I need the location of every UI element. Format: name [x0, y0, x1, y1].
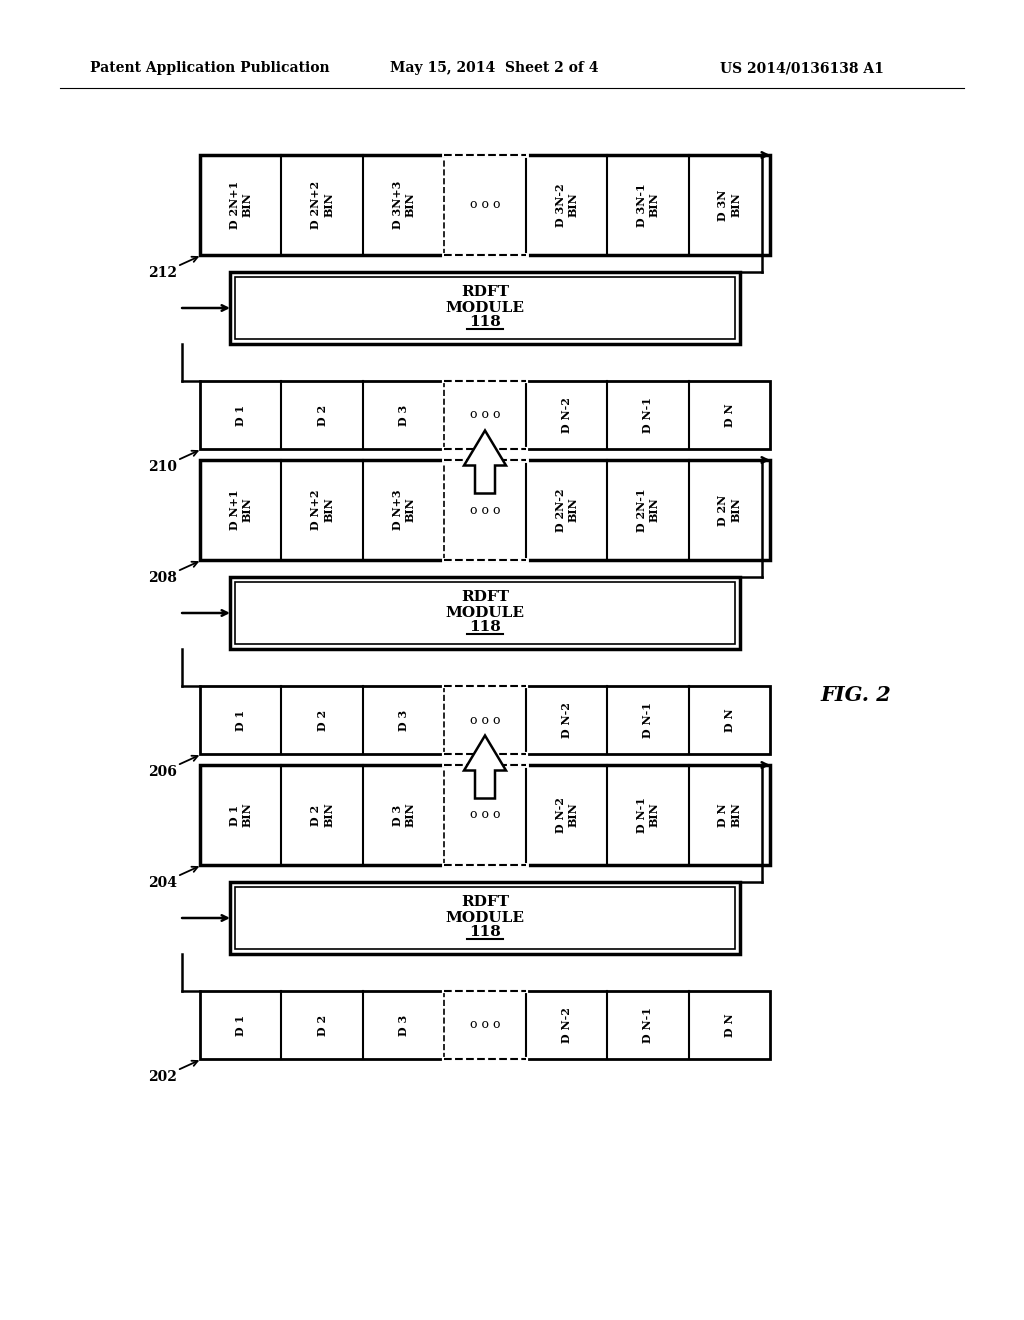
Text: Patent Application Publication: Patent Application Publication [90, 61, 330, 75]
Bar [200, 766, 770, 865]
Text: D N: D N [724, 403, 735, 426]
Bar [200, 686, 770, 754]
Text: D N-2: D N-2 [561, 702, 572, 738]
Text: D N-1: D N-1 [642, 702, 653, 738]
Text: D 3
BIN: D 3 BIN [391, 803, 416, 828]
Text: D N-2: D N-2 [561, 1007, 572, 1043]
Text: o o o: o o o [470, 198, 501, 211]
Bar [200, 991, 770, 1059]
Text: D 2: D 2 [316, 1015, 328, 1036]
Text: D N-1: D N-1 [642, 397, 653, 433]
Text: FIG. 2: FIG. 2 [820, 685, 891, 705]
Text: D N: D N [724, 1014, 735, 1036]
Text: D 2N-2
BIN: D 2N-2 BIN [555, 488, 579, 532]
Text: May 15, 2014  Sheet 2 of 4: May 15, 2014 Sheet 2 of 4 [390, 61, 598, 75]
Text: o o o: o o o [470, 408, 501, 421]
Text: RDFT
MODULE: RDFT MODULE [445, 895, 524, 925]
Text: D N+3
BIN: D N+3 BIN [391, 490, 416, 531]
Text: 210: 210 [148, 450, 198, 474]
Text: D 3N-1
BIN: D 3N-1 BIN [636, 183, 659, 227]
Text: D N-2: D N-2 [561, 397, 572, 433]
Bar [230, 577, 740, 649]
Text: 118: 118 [469, 620, 501, 634]
Text: D 2
BIN: D 2 BIN [310, 803, 334, 828]
Text: o o o: o o o [470, 714, 501, 726]
Text: D 3N-2
BIN: D 3N-2 BIN [555, 183, 579, 227]
Text: D N-1: D N-1 [642, 1007, 653, 1043]
Text: D 2N
BIN: D 2N BIN [718, 495, 741, 525]
Bar [234, 582, 735, 644]
Bar [234, 887, 735, 949]
Text: D N: D N [724, 709, 735, 731]
Text: D 3: D 3 [398, 709, 409, 731]
Text: D N+2
BIN: D N+2 BIN [310, 490, 334, 531]
Bar [230, 882, 740, 954]
Text: D 3: D 3 [398, 404, 409, 425]
Text: D 1: D 1 [236, 404, 246, 425]
Text: 118: 118 [469, 315, 501, 329]
Text: RDFT
MODULE: RDFT MODULE [445, 590, 524, 620]
Text: D N
BIN: D N BIN [718, 803, 741, 828]
Bar [200, 459, 770, 560]
Text: D 2: D 2 [316, 709, 328, 730]
Polygon shape [464, 430, 506, 494]
Text: 208: 208 [148, 562, 198, 585]
Polygon shape [464, 735, 506, 799]
Text: D N-1
BIN: D N-1 BIN [636, 797, 659, 833]
Bar [230, 272, 740, 345]
Text: D N-2
BIN: D N-2 BIN [555, 797, 579, 833]
Text: o o o: o o o [470, 1019, 501, 1031]
Text: US 2014/0136138 A1: US 2014/0136138 A1 [720, 61, 884, 75]
Text: D 3: D 3 [398, 1014, 409, 1036]
Bar [200, 381, 770, 449]
Bar [200, 154, 770, 255]
Text: D 1
BIN: D 1 BIN [228, 803, 253, 828]
Text: RDFT
MODULE: RDFT MODULE [445, 285, 524, 315]
Text: o o o: o o o [470, 808, 501, 821]
Bar [234, 277, 735, 339]
Text: o o o: o o o [470, 503, 501, 516]
Text: D 1: D 1 [236, 709, 246, 730]
Text: D 3N
BIN: D 3N BIN [718, 189, 741, 220]
Text: D 3N+3
BIN: D 3N+3 BIN [391, 181, 416, 230]
Text: 212: 212 [148, 257, 198, 280]
Text: D 2N+2
BIN: D 2N+2 BIN [310, 181, 334, 230]
Text: D N+1
BIN: D N+1 BIN [228, 490, 253, 531]
Text: 204: 204 [148, 867, 198, 890]
Text: 118: 118 [469, 925, 501, 939]
Text: D 2: D 2 [316, 404, 328, 425]
Text: D 1: D 1 [236, 1015, 246, 1036]
Text: 202: 202 [148, 1061, 198, 1084]
Text: 206: 206 [148, 756, 198, 779]
Text: D 2N+1
BIN: D 2N+1 BIN [228, 181, 253, 230]
Text: D 2N-1
BIN: D 2N-1 BIN [636, 488, 659, 532]
